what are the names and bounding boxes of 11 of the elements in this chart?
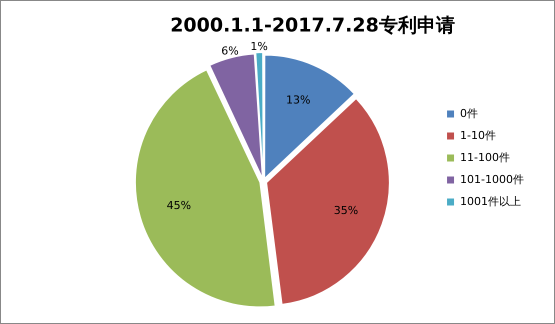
legend-label: 0件: [460, 106, 478, 120]
legend-label: 1001件以上: [460, 194, 522, 208]
data-label: 13%: [286, 94, 310, 107]
chart-title: 2000.1.1-2017.7.28专利申请: [170, 14, 455, 36]
data-label: 1%: [250, 40, 268, 54]
legend-label: 1-10件: [460, 128, 496, 142]
data-label: 6%: [221, 44, 239, 58]
data-label: 35%: [334, 204, 358, 218]
data-label: 45%: [166, 198, 192, 212]
legend-label: 101-1000件: [460, 172, 524, 186]
legend-label: 11-100件: [460, 150, 510, 164]
